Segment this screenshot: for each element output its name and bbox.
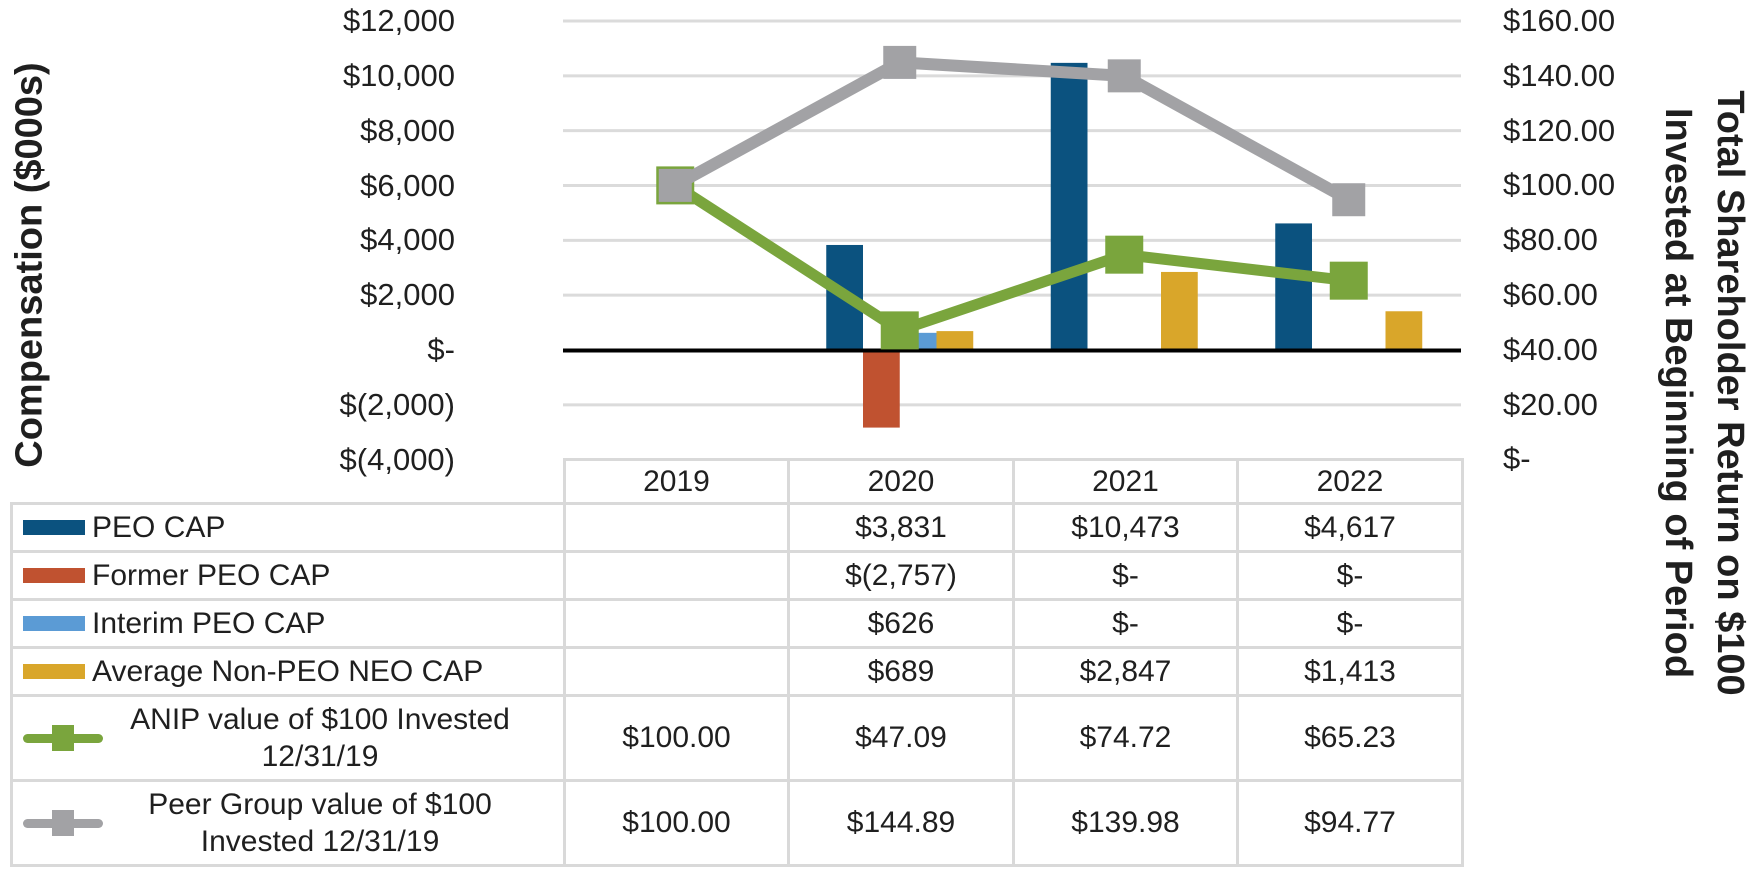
marker-anip-value-of-100-invested-12-31-19-2022 — [1329, 261, 1368, 300]
right-axis-tick: $60.00 — [1503, 277, 1598, 312]
value-cell: $65.23 — [1236, 694, 1464, 782]
value-cell: $- — [1012, 550, 1239, 601]
legend-label: Peer Group value of $100 Invested 12/31/… — [148, 788, 492, 858]
value-cell: $139.98 — [1012, 779, 1239, 867]
left-axis-tick: $- — [427, 332, 455, 367]
value-cell: $689 — [787, 646, 1015, 697]
bar-average-non-peo-neo-cap-2021 — [1161, 271, 1198, 350]
legend-line-marker — [23, 809, 103, 837]
value-cell: $- — [1012, 598, 1239, 649]
left-axis-tick: $8,000 — [360, 112, 455, 148]
year-header: 2022 — [1236, 458, 1464, 505]
left-axis-tick: $6,000 — [360, 167, 455, 203]
value-cell: $1,413 — [1236, 646, 1464, 697]
table-row-former-peo-cap: Former PEO CAP $(2,757) $- $- — [10, 550, 1464, 601]
value-cell: $- — [1236, 598, 1464, 649]
left-axis-tick: $(4,000) — [339, 441, 455, 477]
right-axis-tick: $120.00 — [1503, 112, 1616, 148]
bar-peo-cap-2022 — [1275, 223, 1312, 350]
left-axis-tick: $2,000 — [360, 277, 455, 313]
value-cell — [563, 598, 790, 649]
right-axis-tick: $160.00 — [1503, 3, 1616, 38]
marker-peer-group-value-of-100-invested-12-31-19-2020 — [883, 45, 917, 79]
legend-swatch — [23, 616, 85, 631]
value-cell: $47.09 — [787, 694, 1015, 782]
year-header: 2019 — [563, 458, 790, 505]
legend-cell-peo-cap: PEO CAP — [10, 502, 566, 553]
bar-average-non-peo-neo-cap-2022 — [1385, 311, 1423, 350]
right-axis-tick: $100.00 — [1503, 167, 1616, 203]
marker-peer-group-value-of-100-invested-12-31-19-2021 — [1107, 59, 1141, 93]
right-axis-tick: $- — [1503, 441, 1531, 477]
left-axis-tick: $10,000 — [342, 57, 455, 93]
legend-label: Former PEO CAP — [92, 558, 331, 592]
legend-swatch — [23, 568, 85, 583]
table-row-peo-cap: PEO CAP $3,831 $10,473 $4,617 — [10, 502, 1464, 553]
left-axis-tick: $(2,000) — [339, 386, 455, 422]
legend-label: PEO CAP — [92, 510, 226, 544]
legend-cell-anip-value-of-100-invested-12-31-19: ANIP value of $100 Invested 12/31/19 — [10, 694, 566, 782]
line-peer-group-value-of-100-invested-12-31-19 — [672, 56, 1352, 205]
right-axis-tick: $20.00 — [1503, 386, 1598, 422]
value-cell: $100.00 — [563, 779, 790, 867]
table-row-average-non-peo-neo-cap: Average Non-PEO NEO CAP $689 $2,847 $1,413 — [10, 646, 1464, 697]
marker-peer-group-value-of-100-invested-12-31-19-2022 — [1332, 183, 1366, 217]
value-cell: $10,473 — [1012, 502, 1239, 553]
value-cell: $2,847 — [1012, 646, 1239, 697]
right-axis-tick: $140.00 — [1503, 57, 1616, 93]
legend-label: Average Non-PEO NEO CAP — [92, 654, 484, 688]
left-axis-tick: $12,000 — [342, 3, 455, 38]
table-header-row: 2019 2020 2021 2022 — [11, 458, 1464, 505]
marker-anip-value-of-100-invested-12-31-19-2020 — [880, 311, 919, 350]
marker-anip-value-of-100-invested-12-31-19-2021 — [1105, 235, 1144, 274]
value-cell: $(2,757) — [787, 550, 1015, 601]
right-axis-tick: $40.00 — [1503, 331, 1598, 367]
left-axis-tick: $4,000 — [360, 222, 455, 258]
value-cell: $74.72 — [1012, 694, 1239, 782]
legend-cell-peer-group-value-of-100-invested-12-31-19: Peer Group value of $100 Invested 12/31/… — [10, 779, 566, 867]
value-cell: $4,617 — [1236, 502, 1464, 553]
left-axis-title: Compensation ($000s) — [8, 62, 51, 468]
year-header: 2020 — [787, 458, 1015, 505]
legend-swatch — [23, 520, 85, 535]
legend-cell-interim-peo-cap: Interim PEO CAP — [10, 598, 566, 649]
legend-cell-former-peo-cap: Former PEO CAP — [10, 550, 566, 601]
value-cell: $3,831 — [787, 502, 1015, 553]
bar-peo-cap-2021 — [1050, 62, 1088, 351]
legend-label: ANIP value of $100 Invested 12/31/19 — [130, 703, 510, 773]
bar-former-peo-cap-2020 — [863, 352, 900, 428]
value-cell — [563, 646, 790, 697]
legend-line-marker — [23, 724, 103, 752]
legend-swatch — [23, 664, 85, 679]
value-cell — [563, 502, 790, 553]
bar-average-non-peo-neo-cap-2020 — [936, 331, 974, 350]
table-row-peer-group-value-of-100-invested-12-31-19: Peer Group value of $100 Invested 12/31/… — [10, 779, 1464, 867]
value-cell: $626 — [787, 598, 1015, 649]
data-table: 2019 2020 2021 2022 PEO CAP $3,831 $10,473 $4,6… — [10, 458, 1464, 867]
table-corner-blank — [11, 459, 566, 505]
line-anip-value-of-100-invested-12-31-19 — [672, 180, 1350, 337]
legend-cell-average-non-peo-neo-cap: Average Non-PEO NEO CAP — [10, 646, 566, 697]
plot-area — [563, 19, 1461, 428]
value-cell: $- — [1236, 550, 1464, 601]
value-cell: $100.00 — [563, 694, 790, 782]
right-axis-tick: $80.00 — [1503, 222, 1598, 258]
table-row-anip-value-of-100-invested-12-31-19: ANIP value of $100 Invested 12/31/19 $100… — [10, 694, 1464, 782]
legend-label: Interim PEO CAP — [92, 606, 326, 640]
value-cell: $94.77 — [1236, 779, 1464, 867]
marker-peer-group-value-of-100-invested-12-31-19-2019 — [658, 168, 692, 202]
table-row-interim-peo-cap: Interim PEO CAP $626 $- $- — [10, 598, 1464, 649]
value-cell: $144.89 — [787, 779, 1015, 867]
value-cell — [563, 550, 790, 601]
year-header: 2021 — [1012, 458, 1239, 505]
